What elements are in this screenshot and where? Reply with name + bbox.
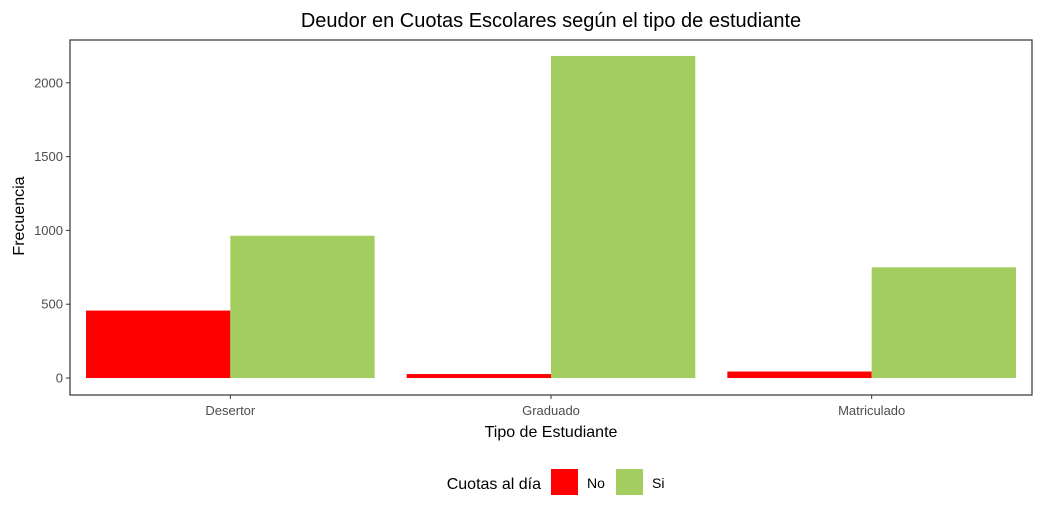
legend: Cuotas al día No Si (447, 469, 665, 495)
bar-no-desertor (86, 311, 230, 378)
chart-title: Deudor en Cuotas Escolares según el tipo… (301, 10, 801, 32)
x-tick-label: Matriculado (838, 403, 905, 418)
bar-si-desertor (230, 236, 374, 378)
legend-title: Cuotas al día (447, 476, 541, 493)
bar-si-matriculado (872, 267, 1016, 378)
x-tick-label: Graduado (522, 403, 580, 418)
y-tick-label: 2000 (34, 75, 63, 90)
plot-area: 0 500 1000 1500 2000 Desertor Graduado Matricul… (34, 40, 1032, 418)
y-tick-label: 0 (56, 371, 63, 386)
x-axis-title: Tipo de Estudiante (485, 424, 618, 441)
y-tick-label: 1500 (34, 149, 63, 164)
legend-label-si: Si (652, 475, 664, 491)
y-axis-title: Frecuencia (11, 176, 28, 255)
legend-key-si (616, 469, 643, 495)
legend-key-no (551, 469, 578, 495)
bar-no-graduado (407, 374, 551, 378)
legend-label-no: No (587, 475, 605, 491)
bar-si-graduado (551, 56, 695, 378)
bar-no-matriculado (727, 372, 871, 378)
y-tick-label: 500 (41, 297, 63, 312)
y-tick-label: 1000 (34, 223, 63, 238)
x-tick-label: Desertor (205, 403, 256, 418)
